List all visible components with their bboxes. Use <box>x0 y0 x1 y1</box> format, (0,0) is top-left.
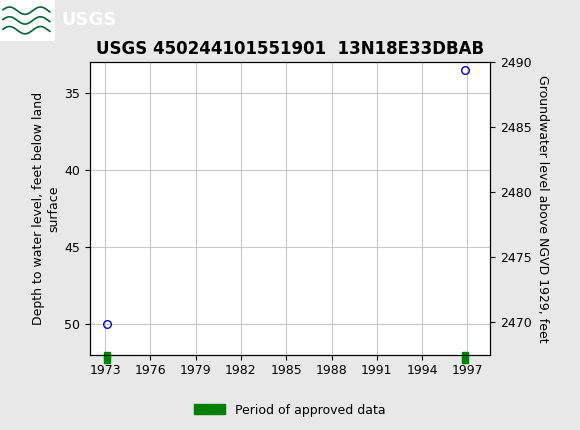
Text: USGS: USGS <box>61 12 116 29</box>
Y-axis label: Groundwater level above NGVD 1929, feet: Groundwater level above NGVD 1929, feet <box>536 75 549 342</box>
Legend: Period of approved data: Period of approved data <box>189 399 391 421</box>
Bar <box>0 0 55 41</box>
Text: USGS 450244101551901  13N18E33DBAB: USGS 450244101551901 13N18E33DBAB <box>96 40 484 58</box>
Y-axis label: Depth to water level, feet below land
surface: Depth to water level, feet below land su… <box>32 92 60 325</box>
